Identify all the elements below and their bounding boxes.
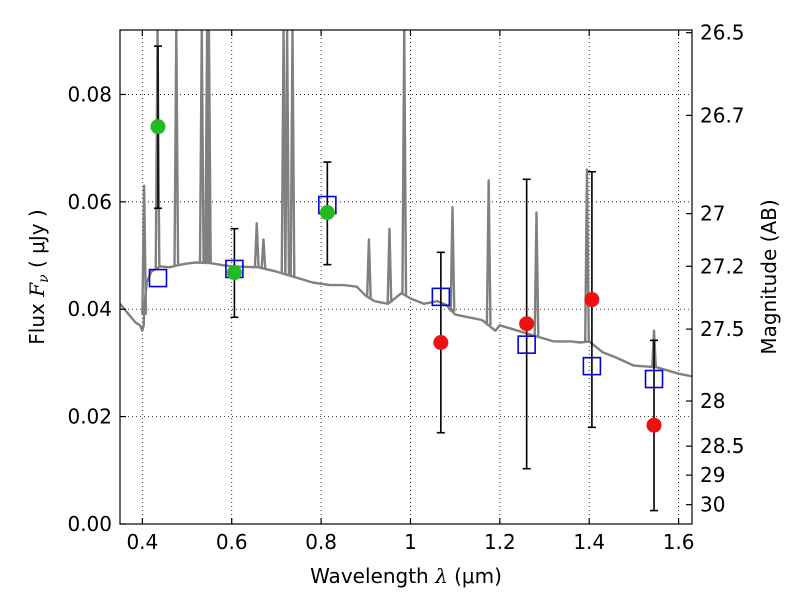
spectrum-emission-line [386, 227, 393, 303]
x-tick-label: 0.6 [216, 530, 248, 554]
y-tick-label: 0.02 [67, 405, 112, 429]
magnitude-tick-label: 26.7 [700, 103, 745, 127]
spectrum-emission-line [198, 30, 205, 263]
spectrum-emission-line [533, 211, 540, 337]
observed-point [226, 265, 242, 281]
magnitude-tick-label: 29 [700, 463, 725, 487]
magnitude-axis-label: Magnitude (AB) [757, 199, 781, 354]
spectrum-emission-line [583, 168, 590, 342]
magnitude-tick-label: 28.5 [700, 434, 745, 458]
model-square [644, 369, 664, 389]
spectrum-emission-line [289, 30, 296, 277]
x-tick-label: 1.2 [484, 530, 516, 554]
y-tick-label: 0.06 [67, 190, 112, 214]
model-square [148, 268, 168, 288]
observed-point [646, 417, 662, 433]
x-tick-label: 1.6 [663, 530, 695, 554]
magnitude-tick-label: 28 [700, 389, 725, 413]
magnitude-tick-label: 30 [700, 493, 725, 517]
y-tick-label: 0.00 [67, 512, 112, 536]
model-square [431, 287, 451, 307]
spectrum-continuum [120, 261, 692, 378]
y-axis-label: Flux Fν ( μJy ) [25, 209, 52, 344]
magnitude-tick-label: 26.5 [700, 21, 745, 45]
spectrum-emission-line [485, 179, 492, 326]
x-tick-label: 0.4 [126, 530, 158, 554]
model-spectrum [120, 30, 692, 378]
x-tick-label: 1 [404, 530, 417, 554]
spectrum-emission-line [253, 222, 260, 268]
observed-point [150, 119, 166, 135]
spectrum-emission-line [651, 329, 658, 368]
spectrum-emission-line [141, 184, 148, 315]
axis-ticks: 0.4 0.6 0.8 1 1.2 1.4 1.6 0.00 0.02 0.04 0.06 0.08 2… [67, 21, 744, 554]
observed-point [433, 335, 449, 351]
spectrum-emission-line [205, 30, 212, 264]
spectrum-emission-line [401, 30, 408, 295]
spectrum-emission-line [365, 238, 372, 298]
model-square [517, 335, 536, 354]
observed-point [584, 292, 600, 308]
magnitude-tick-label: 27.2 [700, 254, 745, 278]
y-tick-label: 0.08 [67, 82, 112, 106]
magnitude-tick-label: 27.5 [700, 317, 745, 341]
x-tick-label: 1.4 [573, 530, 605, 554]
observed-point [519, 316, 535, 332]
data-points [148, 45, 664, 512]
spectrum-emission-line [173, 30, 180, 266]
spectrum-emission-line [260, 238, 267, 269]
magnitude-tick-label: 27 [700, 202, 725, 226]
plot-frame [119, 29, 693, 525]
spectrum-emission-line [449, 205, 456, 312]
model-square [582, 356, 602, 376]
y-tick-label: 0.04 [67, 297, 112, 321]
x-axis-label: Wavelength λ (μm) [310, 564, 502, 588]
x-tick-label: 0.8 [305, 530, 337, 554]
observed-point [319, 205, 335, 221]
spectrum-emission-line [284, 30, 291, 275]
